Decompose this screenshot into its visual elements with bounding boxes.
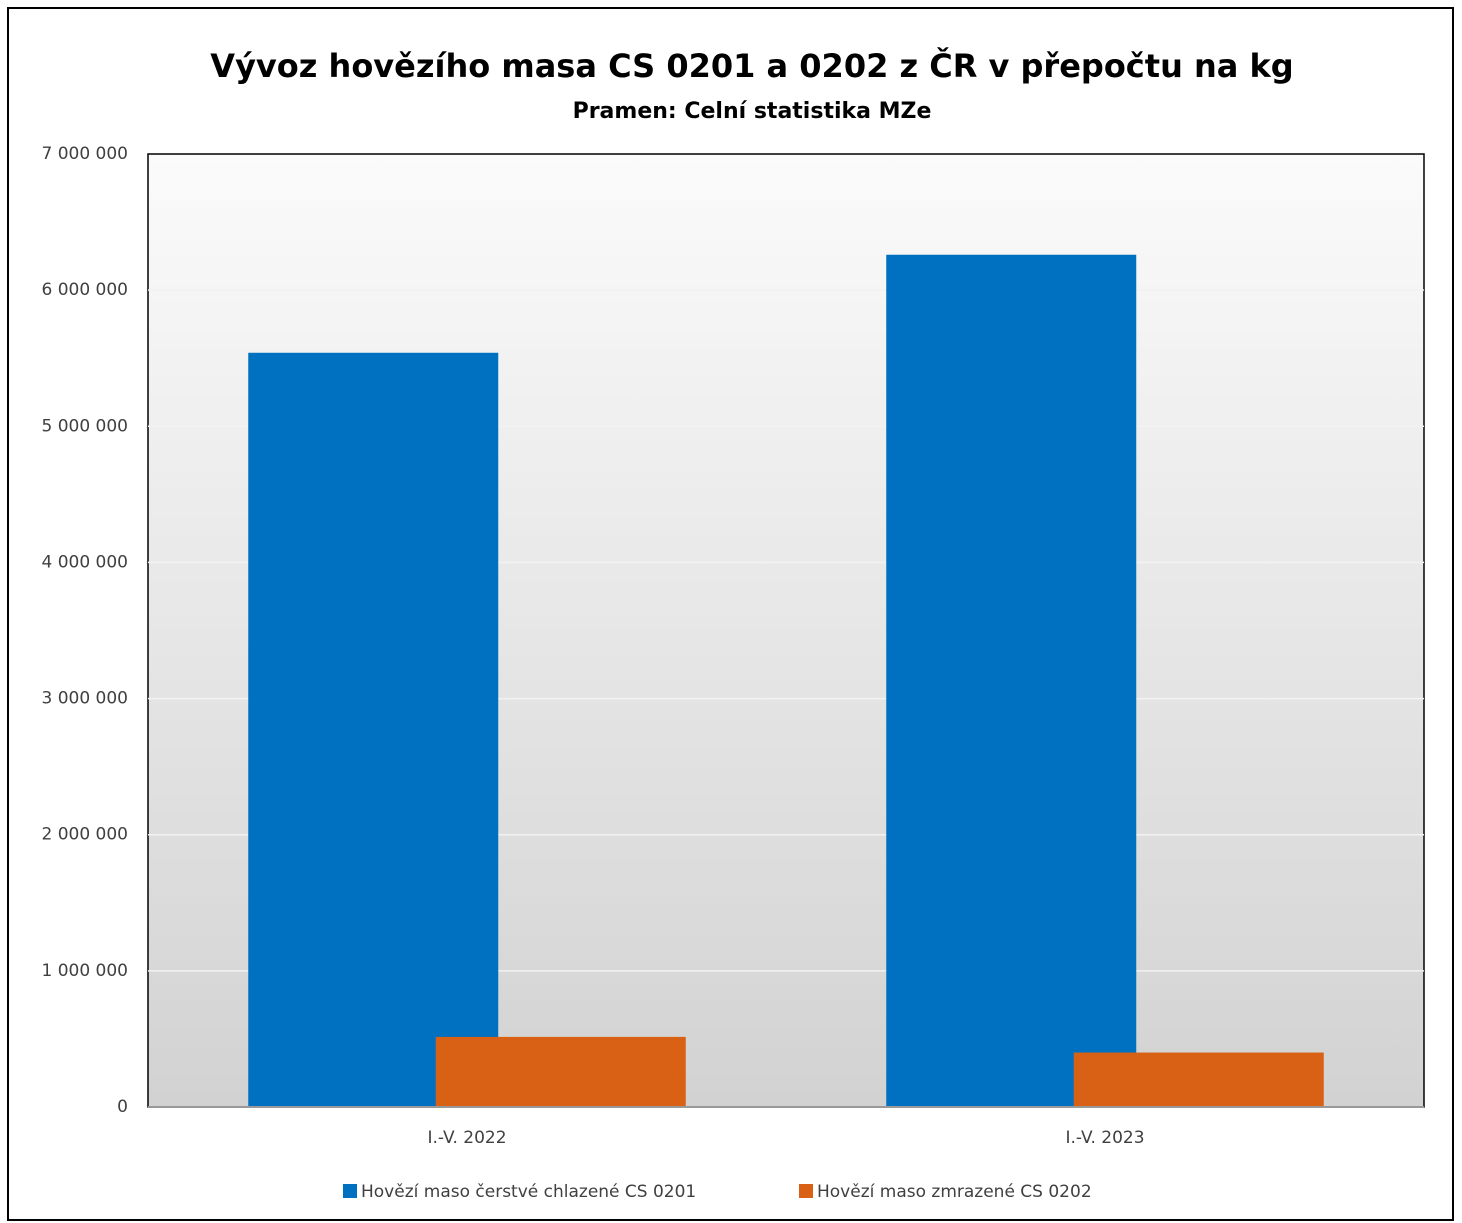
chart-title: Vývoz hovězího masa CS 0201 a 0202 z ČR … bbox=[210, 46, 1293, 85]
legend-label: Hovězí maso čerstvé chlazené CS 0201 bbox=[361, 1182, 696, 1202]
legend-swatch bbox=[343, 1184, 357, 1198]
legend-swatch bbox=[799, 1184, 813, 1198]
legend-label: Hovězí maso zmrazené CS 0202 bbox=[817, 1182, 1092, 1202]
bar bbox=[886, 254, 1137, 1107]
y-tick-label: 0 bbox=[117, 1097, 128, 1117]
y-tick-label: 2 000 000 bbox=[41, 825, 128, 845]
x-tick-label: I.-V. 2022 bbox=[427, 1128, 506, 1148]
bar bbox=[1073, 1052, 1324, 1107]
bar bbox=[435, 1036, 686, 1107]
x-tick-label: I.-V. 2023 bbox=[1065, 1128, 1144, 1148]
y-tick-label: 4 000 000 bbox=[41, 552, 128, 572]
y-tick-label: 5 000 000 bbox=[41, 416, 128, 436]
y-tick-label: 3 000 000 bbox=[41, 689, 128, 709]
bar bbox=[248, 352, 499, 1108]
y-tick-label: 1 000 000 bbox=[41, 961, 128, 981]
y-tick-label: 6 000 000 bbox=[41, 280, 128, 300]
chart-subtitle: Pramen: Celní statistika MZe bbox=[573, 99, 932, 124]
y-tick-label: 7 000 000 bbox=[41, 144, 128, 164]
